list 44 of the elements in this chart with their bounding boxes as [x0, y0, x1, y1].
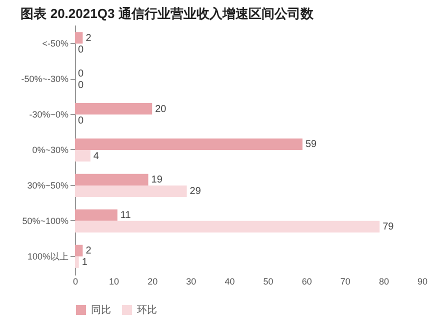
x-tick-label: 70: [340, 276, 350, 286]
legend-label: 环比: [137, 304, 157, 316]
data-label: 2: [86, 246, 92, 257]
bar: [75, 256, 79, 268]
data-label: 79: [382, 222, 394, 233]
y-tick-label: 100%以上: [27, 251, 68, 262]
x-tick-label: 50: [263, 276, 274, 286]
data-label: 0: [78, 44, 84, 56]
bar: [75, 174, 148, 186]
bar: [75, 209, 118, 221]
bar: [75, 244, 83, 256]
x-tick-label: 20: [148, 276, 158, 286]
bar: [75, 138, 302, 150]
y-tick-label: <-50%: [42, 38, 68, 49]
data-label: 29: [190, 186, 202, 198]
data-label: 59: [305, 139, 318, 150]
legend-label: 同比: [91, 304, 111, 316]
x-tick-label: 10: [109, 276, 120, 286]
bar: [75, 32, 83, 44]
x-tick-label: 60: [302, 276, 312, 286]
x-tick-label: 80: [378, 276, 389, 286]
data-label: 0: [78, 68, 84, 80]
x-tick-label: 40: [224, 276, 235, 286]
y-tick-label: 30%~50%: [27, 180, 68, 190]
data-label: 19: [151, 174, 163, 186]
bar: [75, 220, 380, 232]
x-tick-label: 0: [72, 276, 78, 286]
data-label: 0: [78, 115, 84, 126]
data-label: 2: [86, 32, 92, 44]
bar: [75, 150, 90, 162]
y-tick-label: 50%~100%: [22, 216, 68, 226]
y-tick-label: -30%~0%: [29, 110, 68, 120]
x-tick-label: 30: [186, 276, 196, 286]
data-label: 0: [78, 80, 84, 91]
data-label: 1: [82, 257, 88, 268]
x-tick-label: 90: [417, 276, 428, 286]
data-label: 11: [120, 210, 132, 222]
chart-title: 图表 20.2021Q3 通信行业营业收入增速区间公司数: [20, 6, 314, 21]
y-tick-label: -50%~-30%: [21, 74, 68, 84]
y-tick-label: 0%~30%: [32, 145, 68, 155]
bar: [75, 185, 187, 197]
data-label: 4: [93, 150, 100, 162]
bar: [75, 103, 152, 115]
data-label: 20: [155, 104, 167, 115]
